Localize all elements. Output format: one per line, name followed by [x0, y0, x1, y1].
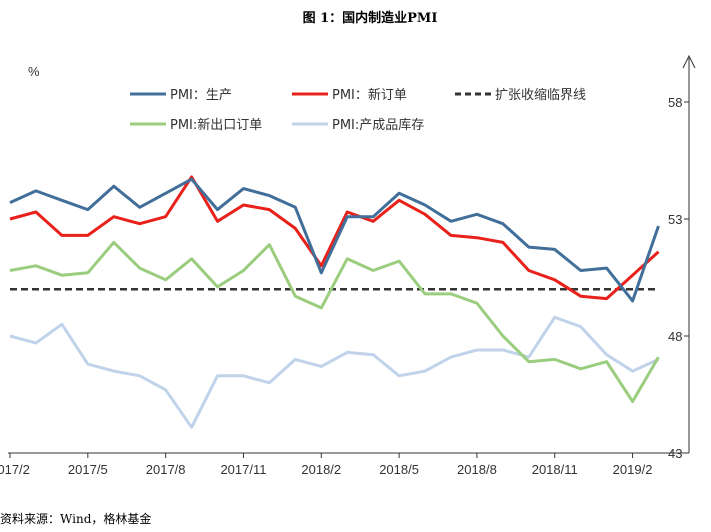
x-tick-label: 2018/8 — [457, 462, 497, 477]
series-lines — [9, 175, 660, 429]
y-axis-unit-label: % — [28, 64, 40, 79]
x-tick-label: 2017/11 — [220, 462, 266, 477]
x-tick-label: 2019/2 — [613, 462, 653, 477]
x-tick-label: 2017/8 — [146, 462, 186, 477]
x-tick-label: 2017/5 — [68, 462, 108, 477]
y-tick-label: 58 — [668, 95, 682, 110]
chart-title: 图 1：国内制造业PMI — [303, 10, 438, 26]
x-tick-label: 2018/5 — [379, 462, 419, 477]
series-line-0 — [9, 177, 660, 303]
chart-legend: PMI：生产 PMI：新订单 扩张收缩临界线 PMI:新出口订单 PMI:产成品库存 — [130, 87, 586, 133]
y-tick-label: 43 — [668, 446, 682, 461]
source-note: 资料来源：Wind，格林基金 — [0, 512, 152, 526]
legend-label-0: PMI：生产 — [170, 88, 232, 103]
legend-label-2: PMI:新出口订单 — [170, 117, 262, 133]
y-axis-ticks: 58 53 48 43 — [668, 95, 689, 461]
series-line-3 — [9, 315, 660, 429]
legend-label-3: PMI:产成品库存 — [332, 117, 424, 133]
x-axis-ticks: 2017/2 2017/5 2017/8 2017/11 2018/2 2018/5 201… — [0, 453, 652, 477]
series-line-2 — [9, 240, 660, 403]
y-tick-label: 53 — [668, 212, 682, 227]
legend-label-4: 扩张收缩临界线 — [495, 87, 586, 103]
legend-label-1: PMI：新订单 — [332, 87, 407, 103]
x-tick-label: 2018/2 — [301, 462, 341, 477]
x-tick-label: 2018/11 — [532, 462, 578, 477]
series-line-1 — [9, 175, 660, 301]
y-axis-arrow-icon — [682, 54, 696, 69]
x-tick-label: 2017/2 — [0, 462, 30, 477]
y-tick-label: 48 — [668, 329, 682, 344]
